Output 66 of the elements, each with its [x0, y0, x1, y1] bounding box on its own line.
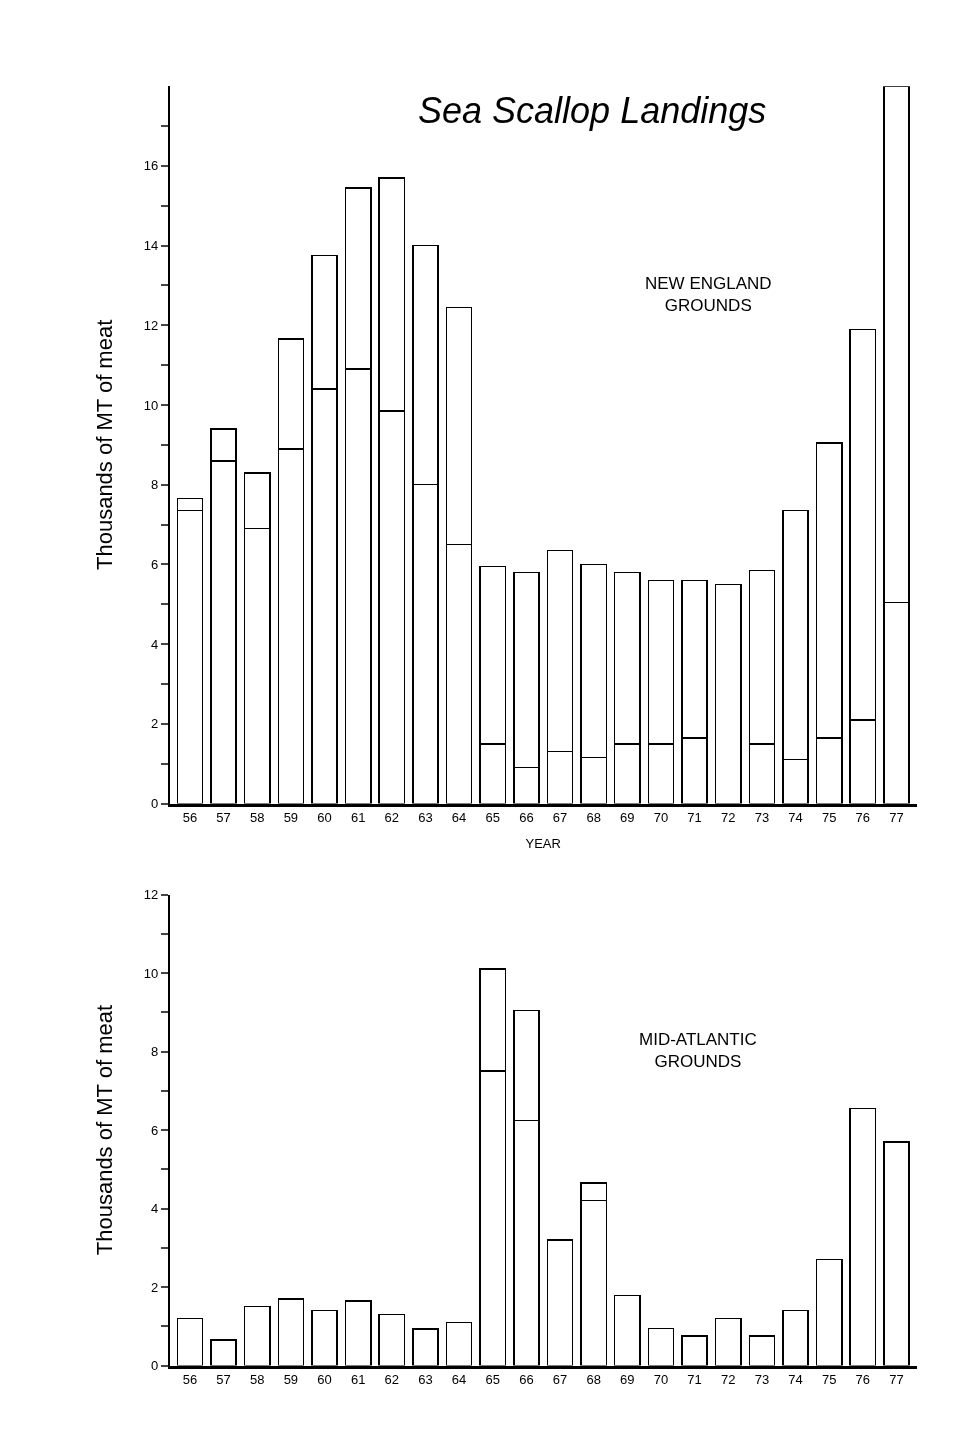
x-tick-label: 60: [317, 1371, 332, 1387]
annotation: MID-ATLANTIC GROUNDS: [639, 1030, 757, 1072]
x-tick-label: 76: [855, 809, 871, 825]
x-tick-label: 62: [384, 809, 400, 825]
x-tick-label: 64: [451, 1371, 467, 1387]
x-tick-label: 76: [855, 1371, 871, 1387]
annotation: NEW ENGLAND GROUNDS: [645, 274, 772, 316]
y-tick-label: 2: [150, 1279, 159, 1295]
x-tick-label: 75: [821, 809, 837, 825]
x-tick-label: 68: [586, 1371, 601, 1387]
y-tick-label: 8: [150, 477, 159, 493]
x-tick-label: 64: [451, 809, 467, 825]
x-tick-label: 74: [788, 1371, 803, 1387]
y-axis-title: Thousands of MT of meat: [91, 319, 117, 570]
x-tick-label: 66: [519, 809, 534, 825]
y-tick-label: 2: [150, 716, 159, 732]
y-tick-label: 12: [143, 887, 159, 903]
x-tick-label: 63: [418, 809, 433, 825]
y-tick-label: 6: [150, 556, 159, 572]
x-tick-label: 63: [418, 1371, 433, 1387]
x-tick-label: 77: [889, 809, 904, 825]
x-tick-label: 70: [653, 809, 669, 825]
x-tick-label: 72: [721, 809, 736, 825]
x-tick-label: 59: [283, 809, 299, 825]
y-tick-label: 4: [150, 1201, 159, 1217]
y-tick-label: 12: [143, 317, 159, 333]
y-tick-label: 16: [143, 158, 159, 174]
y-tick-label: 0: [150, 796, 159, 812]
x-tick-label: 65: [485, 809, 500, 825]
x-tick-label: 74: [788, 809, 803, 825]
x-tick-label: 68: [586, 809, 601, 825]
chart-title: Sea Scallop Landings: [418, 90, 767, 131]
x-tick-label: 77: [889, 1371, 904, 1387]
x-tick-label: 56: [182, 809, 198, 825]
x-tick-label: 75: [821, 1371, 837, 1387]
x-axis-title: YEAR: [525, 835, 561, 851]
x-tick-label: 58: [249, 1371, 265, 1387]
x-tick-label: 57: [216, 809, 231, 825]
y-axis-title: Thousands of MT of meat: [91, 1004, 117, 1256]
x-tick-label: 67: [552, 1371, 568, 1387]
x-tick-label: 71: [687, 809, 702, 825]
y-tick-label: 10: [143, 965, 159, 981]
x-tick-label: 70: [653, 1371, 669, 1387]
y-tick-label: 10: [143, 397, 159, 413]
x-tick-label: 60: [317, 809, 332, 825]
x-tick-label: 61: [350, 1371, 366, 1387]
y-tick-label: 0: [150, 1358, 159, 1374]
x-tick-label: 62: [384, 1371, 400, 1387]
x-tick-label: 58: [249, 809, 265, 825]
x-tick-label: 59: [283, 1371, 299, 1387]
x-tick-label: 57: [216, 1371, 231, 1387]
x-tick-label: 72: [721, 1371, 736, 1387]
y-tick-label: 14: [143, 238, 159, 254]
x-tick-label: 61: [350, 809, 366, 825]
y-tick-label: 4: [150, 636, 159, 652]
x-tick-label: 69: [620, 809, 635, 825]
x-tick-label: 69: [620, 1371, 635, 1387]
x-tick-label: 56: [182, 1371, 198, 1387]
x-tick-label: 73: [754, 1371, 770, 1387]
y-tick-label: 8: [150, 1044, 159, 1060]
x-tick-label: 71: [687, 1371, 702, 1387]
y-tick-label: 6: [150, 1122, 159, 1138]
x-tick-label: 66: [519, 1371, 534, 1387]
x-tick-label: 73: [754, 809, 770, 825]
x-tick-label: 67: [552, 809, 568, 825]
x-tick-label: 65: [485, 1371, 500, 1387]
